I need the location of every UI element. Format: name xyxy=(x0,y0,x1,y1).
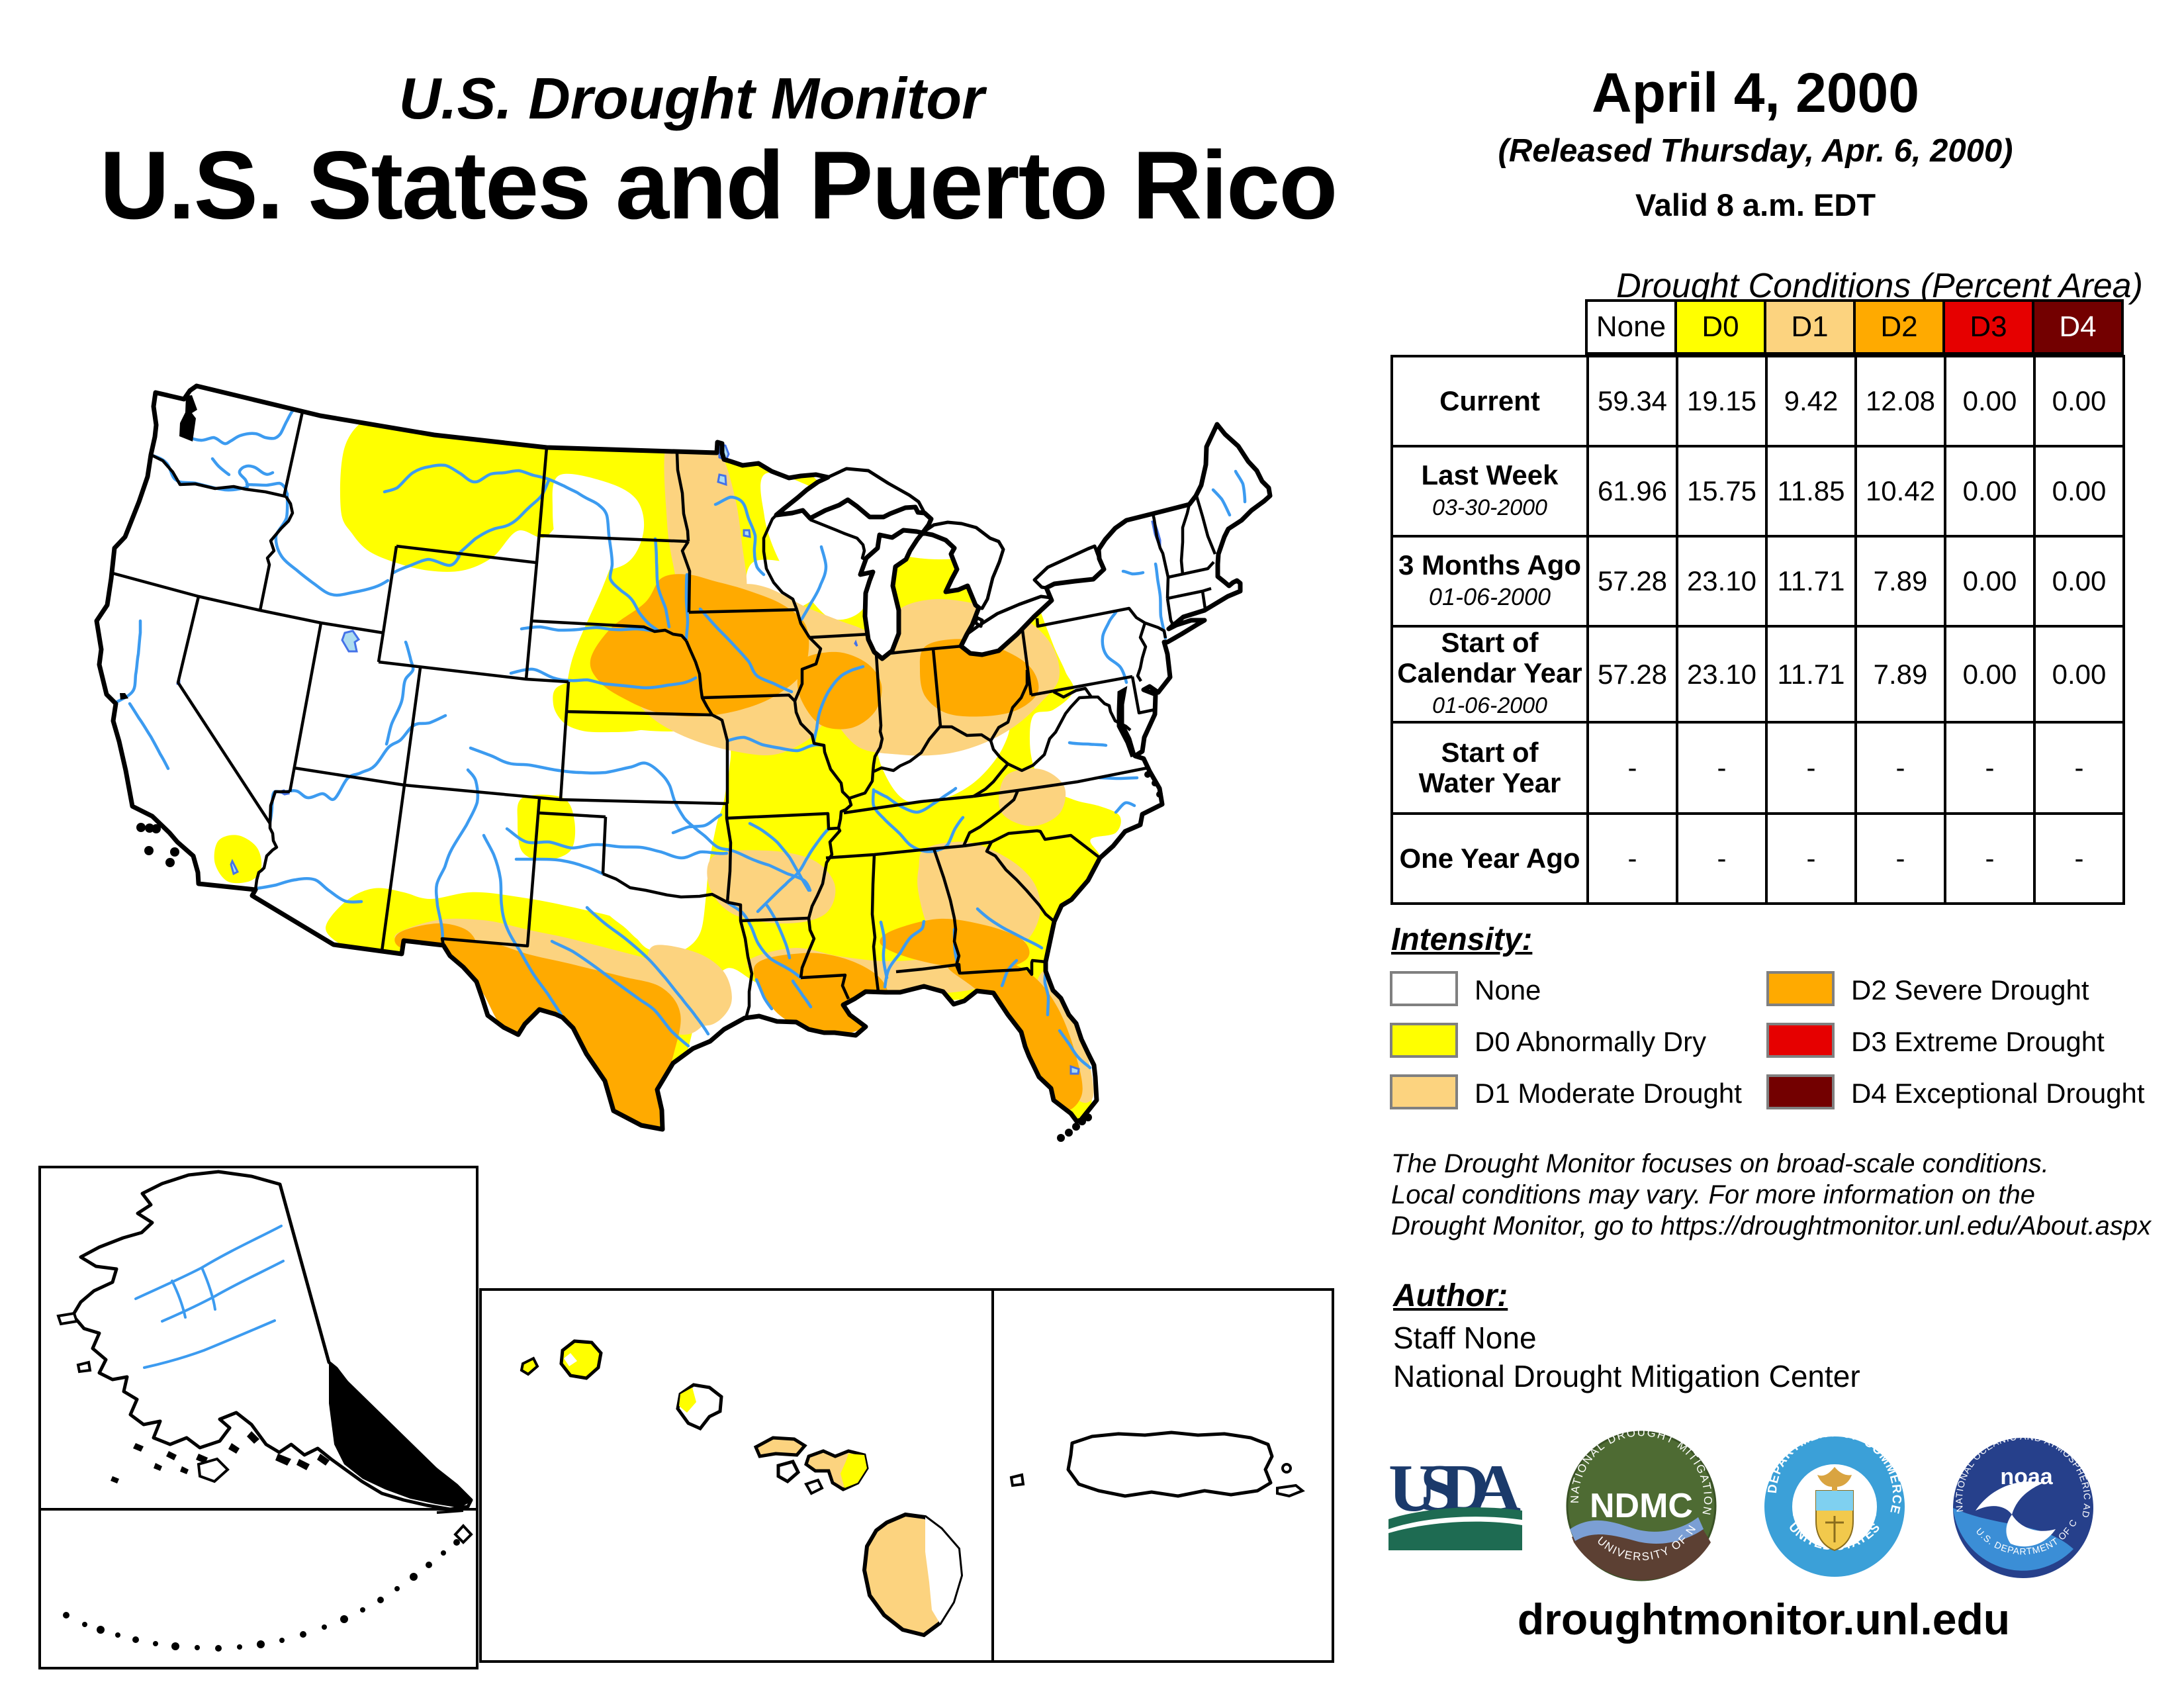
svg-text:UNIVERSITY OF NEBRASKA: UNIVERSITY OF NEBRASKA xyxy=(0,0,1699,1563)
svg-text:noaa: noaa xyxy=(2000,1464,2053,1489)
svg-text:NATIONAL DROUGHT MITIGATION CE: NATIONAL DROUGHT MITIGATION CENTER xyxy=(0,0,1714,1523)
svg-text:UNITED STATES OF AMERICA: UNITED STATES OF AMERICA xyxy=(0,0,1886,1554)
svg-text:NDMC: NDMC xyxy=(1590,1487,1693,1525)
svg-text:NATIONAL OCEANIC AND ATMOSPHER: NATIONAL OCEANIC AND ATMOSPHERIC ADMINIS… xyxy=(0,0,2093,1519)
svg-text:U.S. DEPARTMENT OF COMMERCE: U.S. DEPARTMENT OF COMMERCE xyxy=(0,0,2079,1556)
